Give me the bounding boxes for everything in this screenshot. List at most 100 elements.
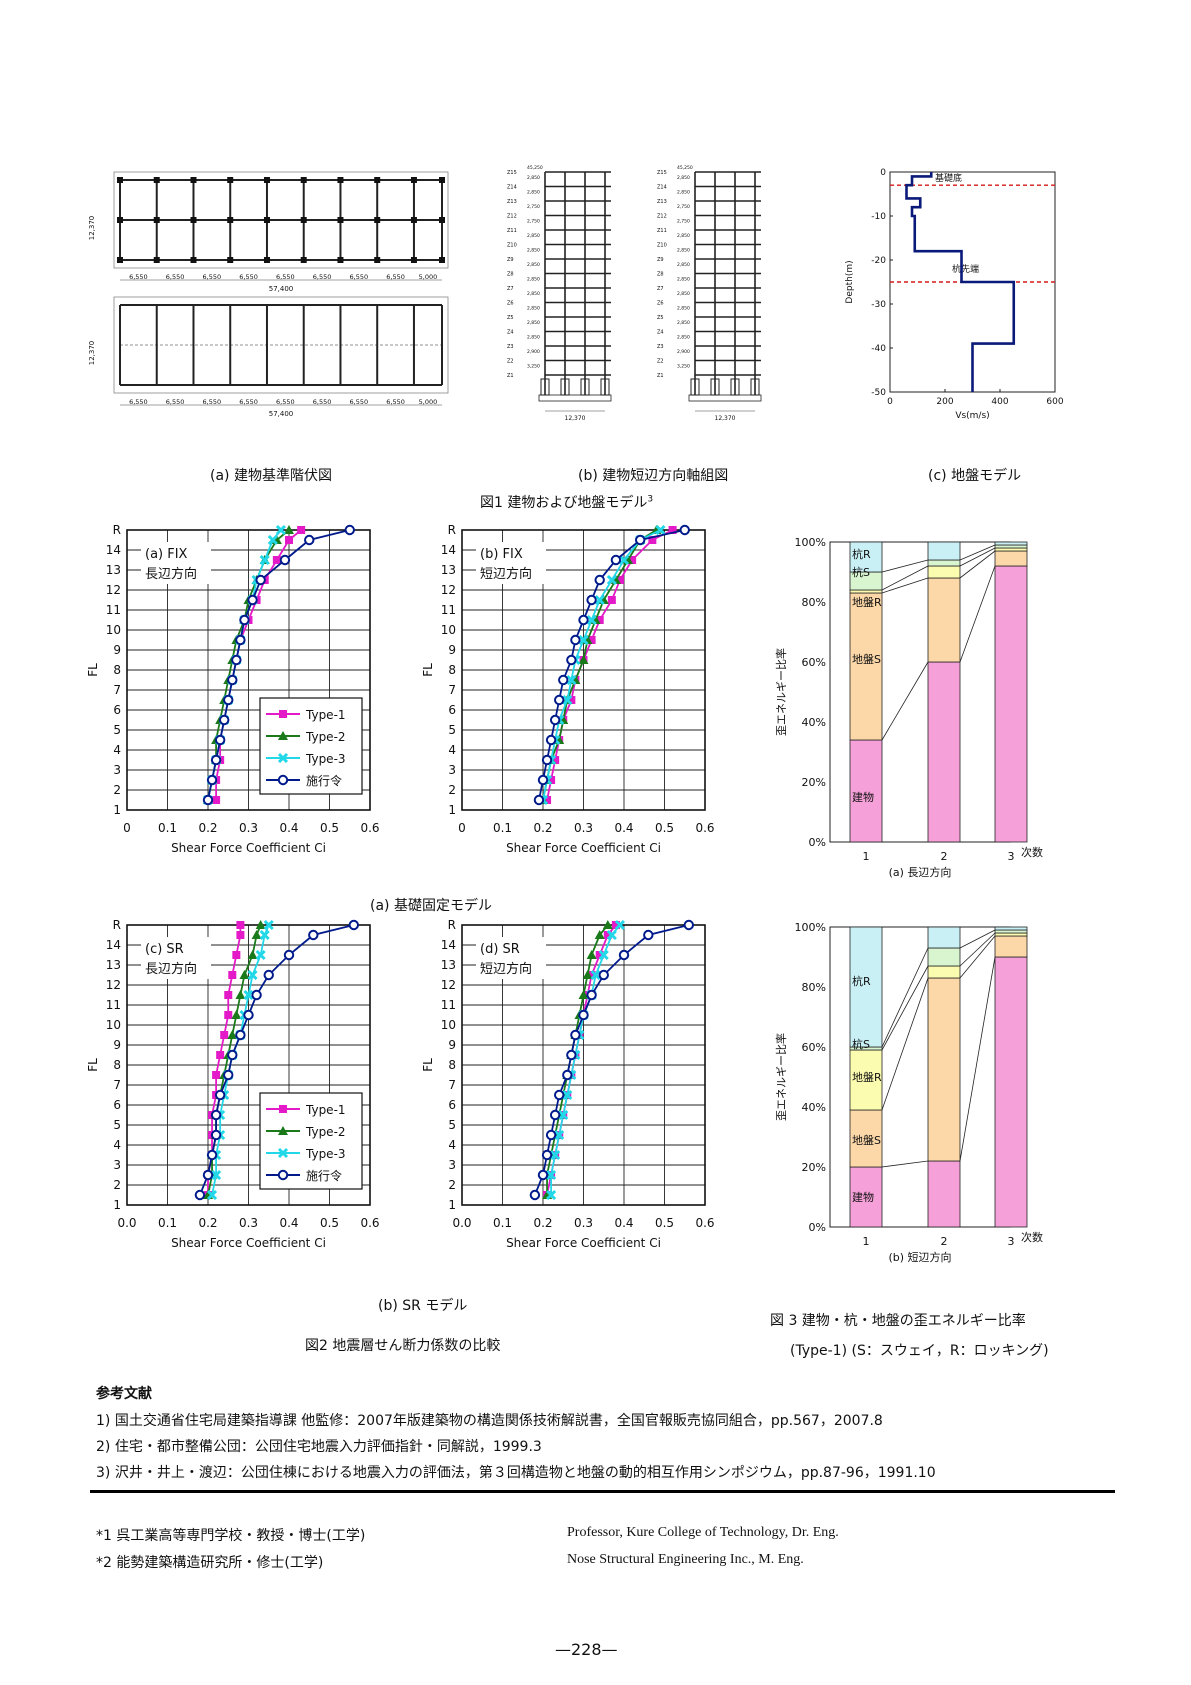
ytick-label: 6 (113, 703, 121, 717)
xtick-label: 0.4 (614, 821, 633, 835)
plan-column (410, 177, 417, 183)
plan-column (300, 257, 307, 263)
bar-segment-建物 (927, 1160, 961, 1228)
bar-segment-杭R (849, 926, 883, 1048)
fig2-caption: 図2 地震層せん断力係数の比較 (305, 1338, 501, 1354)
legend: Type-1 Type-2 Type-3 施行令 (259, 697, 363, 795)
data-point (679, 524, 690, 536)
fig2-sub-a: (a) 基礎固定モデル (370, 898, 492, 914)
data-point (285, 536, 293, 544)
data-point (263, 969, 274, 981)
plan-span-label: 6,550 (203, 273, 222, 281)
xtick-label: 0.3 (239, 821, 258, 835)
ytick-label: 7 (448, 1078, 456, 1092)
bar-segment-杭S (994, 544, 1028, 549)
data-point (546, 1189, 557, 1201)
ytick-label: 14 (441, 938, 456, 952)
data-point (628, 556, 637, 564)
data-point (547, 776, 556, 784)
frame-story-label: Z7 (507, 286, 514, 292)
series-line (546, 529, 673, 801)
data-point (614, 919, 626, 931)
ytick-label: R (448, 523, 456, 537)
plan-column (439, 217, 445, 223)
frame-story-label: Z8 (507, 272, 514, 278)
yaxis-label: 歪エネルギー比率 (775, 648, 788, 736)
page-number: —228— (555, 1640, 618, 1659)
data-point (554, 1129, 565, 1141)
reference-1: 1) 国土交通省住宅局建築指導課 他監修：2007年版建築物の構造関係技術解説書… (96, 1413, 883, 1429)
ytick-label: 80% (802, 981, 826, 994)
legend-label: Type-2 (305, 1125, 346, 1139)
data-point (618, 554, 630, 566)
xtick-label: 0 (123, 821, 131, 835)
ytick-label: 0% (809, 1221, 826, 1234)
data-point (247, 594, 258, 606)
ytick-label: 40% (802, 1101, 826, 1114)
frame-story-label: Z9 (657, 257, 664, 263)
plan-span-label: 6,550 (350, 398, 369, 406)
data-point (594, 574, 605, 586)
ground-xtick: 400 (991, 397, 1008, 407)
frame-height-label: 2,850 (677, 306, 690, 312)
plan-total-label: 57,400 (269, 410, 294, 418)
xaxis-label: Shear Force Coefficient Ci (171, 841, 326, 855)
legend-label: Type-1 (305, 1103, 346, 1117)
ytick-label: 2 (113, 1178, 121, 1192)
ytick-label: 5 (113, 1118, 121, 1132)
frame-story-label: Z10 (657, 243, 667, 249)
xtick-label: 0.5 (655, 821, 674, 835)
ytick-label: 10 (106, 623, 121, 637)
frame-story-label: Z5 (657, 315, 664, 321)
series-line (550, 924, 621, 1195)
data-point (558, 1109, 569, 1121)
data-point (279, 554, 291, 566)
segment-label: 建物 (852, 1190, 874, 1204)
ytick-label: 20% (802, 776, 826, 789)
xtick-label: 0.4 (279, 821, 298, 835)
data-point (543, 796, 552, 804)
data-point (668, 526, 677, 534)
plan-span-label: 6,550 (276, 273, 295, 281)
frame-story-label: Z2 (657, 359, 664, 365)
connector-line (881, 661, 929, 741)
data-point (567, 696, 576, 704)
fig1-plan-drawings: 12,370 6,550 6,550 6,550 6,550 6,550 6,550 6,55… (88, 171, 449, 418)
ytick-label: 12 (441, 583, 456, 597)
ytick-label: 80% (802, 596, 826, 609)
xtick-label: 0.3 (574, 1216, 593, 1230)
connector-line (881, 559, 929, 573)
chart-title-bg (141, 937, 211, 979)
connector-line (881, 565, 929, 591)
frame-top-elev: 45,250 (677, 165, 693, 171)
data-point (533, 794, 545, 806)
x-suffix-label: 次数 (1021, 1230, 1043, 1244)
frame-base (538, 394, 612, 402)
plan-span-label: 5,000 (419, 398, 438, 406)
data-point (545, 734, 557, 746)
affiliation-jp-2: *2 能勢建築構造研究所・修士(工学) (96, 1555, 324, 1571)
plan-dim-vertical: 12,370 (88, 216, 96, 241)
data-point (586, 989, 597, 1001)
frame-width-label: 12,370 (565, 415, 586, 422)
ytick-label: 60% (802, 656, 826, 669)
data-point (206, 1149, 218, 1161)
data-point (263, 919, 274, 931)
xtick-label: 0.6 (695, 1216, 714, 1230)
bar-segment-地盤R (849, 1049, 883, 1111)
data-point (202, 794, 214, 806)
data-point (683, 919, 694, 931)
yaxis-label: FL (86, 663, 100, 677)
legend-label: Type-3 (305, 1147, 346, 1161)
bar-segment-建物 (849, 1166, 883, 1228)
data-point (259, 554, 270, 566)
frame-base (688, 394, 762, 402)
plan-column (117, 257, 123, 263)
ytick-label: 2 (113, 783, 121, 797)
data-point (210, 1109, 222, 1121)
frame-story-label: Z15 (507, 170, 517, 176)
data-point (607, 596, 616, 604)
ytick-label: 13 (441, 958, 456, 972)
data-point (545, 1129, 557, 1141)
affiliation-en-2: Nose Structural Engineering Inc., M. Eng… (567, 1552, 804, 1567)
